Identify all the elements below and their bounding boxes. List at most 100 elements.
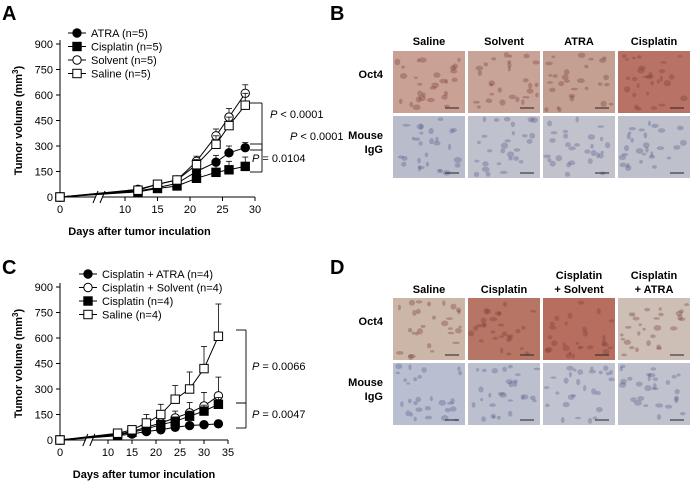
data-point xyxy=(55,192,65,202)
cell-nucleus xyxy=(577,346,582,350)
legend-marker xyxy=(72,68,82,79)
x-tick-label: 30 xyxy=(198,447,210,459)
data-point xyxy=(127,425,137,435)
cell-nucleus xyxy=(529,132,536,139)
micrograph-tile xyxy=(543,51,615,113)
cell-nucleus xyxy=(651,123,659,128)
p-value-annotation: P < 0.0001 xyxy=(270,109,324,121)
cell-nucleus xyxy=(631,56,637,60)
cell-nucleus xyxy=(684,303,690,306)
cell-nucleus xyxy=(607,346,614,350)
cell-nucleus xyxy=(646,91,650,96)
cell-nucleus xyxy=(630,397,637,403)
cell-nucleus xyxy=(506,352,512,356)
legend-label: Saline (n=5) xyxy=(91,69,151,81)
cell-nucleus xyxy=(618,154,627,161)
cell-nucleus xyxy=(626,162,630,169)
cell-nucleus xyxy=(416,58,421,63)
cell-nucleus xyxy=(503,116,511,122)
column-header: Solvent xyxy=(484,36,524,48)
cell-nucleus xyxy=(631,76,638,82)
cell-nucleus xyxy=(637,396,645,401)
series-line xyxy=(59,403,219,441)
y-axis-title: Tumor volume (mm3) xyxy=(11,308,26,418)
cell-nucleus xyxy=(601,339,607,347)
cell-nucleus xyxy=(600,150,604,154)
cell-nucleus xyxy=(621,353,628,357)
cell-nucleus xyxy=(409,101,414,108)
cell-nucleus xyxy=(584,149,591,154)
cell-nucleus xyxy=(417,90,423,97)
legend-label: ATRA (n=5) xyxy=(91,28,148,40)
axis-break-mark xyxy=(82,433,89,447)
cell-nucleus xyxy=(491,57,497,61)
cell-nucleus xyxy=(498,391,505,396)
cell-nucleus xyxy=(549,138,556,143)
cell-nucleus xyxy=(560,417,565,424)
cell-nucleus xyxy=(650,367,657,371)
cell-nucleus xyxy=(633,400,642,406)
data-point xyxy=(199,406,209,416)
cell-nucleus xyxy=(620,337,625,341)
cell-nucleus xyxy=(490,330,496,334)
series-0 xyxy=(55,419,224,445)
cell-nucleus xyxy=(401,65,405,69)
cell-nucleus xyxy=(590,143,594,149)
cell-nucleus xyxy=(415,407,423,412)
cell-nucleus xyxy=(652,383,657,390)
cell-nucleus xyxy=(608,102,614,106)
cell-nucleus xyxy=(400,401,404,408)
cell-nucleus xyxy=(568,160,576,166)
y-tick-label: 900 xyxy=(35,39,53,51)
cell-nucleus xyxy=(491,368,499,374)
legend-label: Cisplatin (n=5) xyxy=(91,42,162,54)
cell-nucleus xyxy=(488,392,492,398)
cell-nucleus xyxy=(653,324,662,331)
cell-nucleus xyxy=(638,323,642,327)
y-tick-label: 600 xyxy=(35,333,53,345)
cell-nucleus xyxy=(671,374,677,379)
cell-nucleus xyxy=(507,410,513,417)
series-3 xyxy=(55,92,250,202)
cell-nucleus xyxy=(408,364,412,371)
cell-nucleus xyxy=(409,412,413,417)
data-point xyxy=(170,394,180,404)
cell-nucleus xyxy=(575,341,579,345)
cell-nucleus xyxy=(588,57,594,61)
cell-nucleus xyxy=(411,331,415,335)
data-point xyxy=(170,416,180,427)
cell-nucleus xyxy=(492,336,499,340)
cell-nucleus xyxy=(629,346,635,350)
cell-nucleus xyxy=(420,324,426,328)
micrograph-grid-d: Saline Cisplatin Cisplatin + Solvent Cisplat… xyxy=(348,270,690,425)
cell-nucleus xyxy=(433,140,441,146)
cell-nucleus xyxy=(424,152,429,158)
cell-nucleus xyxy=(591,388,597,395)
cell-nucleus xyxy=(431,82,440,88)
cell-nucleus xyxy=(658,103,666,107)
cell-nucleus xyxy=(421,92,426,97)
cell-nucleus xyxy=(534,82,539,88)
p-value-annotation: P < 0.0001 xyxy=(290,131,344,143)
micrograph-tile xyxy=(543,298,615,360)
legend-label: Cisplatin (n=4) xyxy=(102,296,173,308)
cell-nucleus xyxy=(489,403,496,407)
cell-nucleus xyxy=(584,86,589,91)
cell-nucleus xyxy=(549,87,556,93)
cell-nucleus xyxy=(418,141,423,146)
cell-nucleus xyxy=(507,60,512,64)
cell-nucleus xyxy=(598,152,604,159)
cell-nucleus xyxy=(624,58,630,61)
cell-nucleus xyxy=(571,353,576,359)
cell-nucleus xyxy=(500,148,506,154)
cell-nucleus xyxy=(569,95,575,102)
cell-nucleus xyxy=(546,81,554,84)
cell-nucleus xyxy=(577,369,584,375)
cell-nucleus xyxy=(446,317,453,321)
series-line xyxy=(59,395,219,441)
cell-nucleus xyxy=(514,373,521,377)
cell-nucleus xyxy=(551,340,558,347)
p-value-annotation: P = 0.0104 xyxy=(252,153,306,165)
cell-nucleus xyxy=(665,380,671,385)
cell-nucleus xyxy=(674,396,679,404)
